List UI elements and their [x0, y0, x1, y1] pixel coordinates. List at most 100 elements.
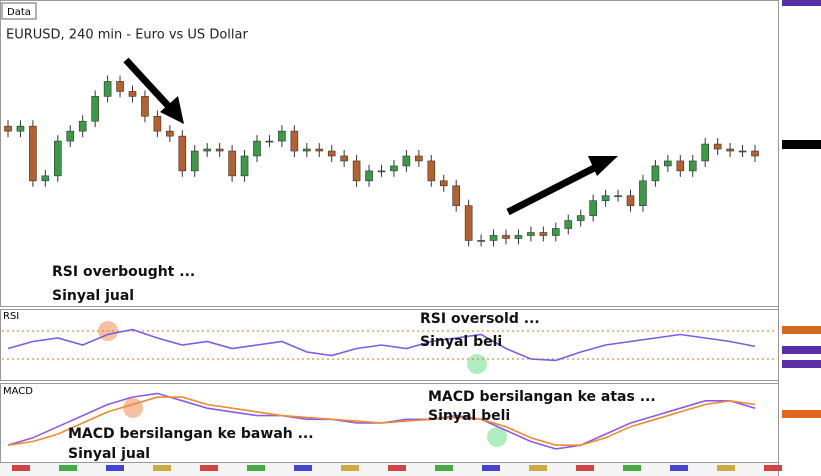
annotation: Sinyal jual	[52, 288, 134, 304]
time-marker	[576, 465, 594, 471]
candle-body	[78, 120, 87, 132]
candle-body	[701, 143, 710, 162]
candle-body	[141, 96, 149, 117]
candle-body	[41, 175, 50, 182]
annotation: RSI oversold ...	[420, 311, 540, 327]
candle-body	[464, 205, 473, 241]
candle-body	[166, 130, 174, 137]
candle-body	[514, 235, 523, 239]
annotation: MACD bersilangan ke bawah ...	[68, 426, 314, 442]
time-marker	[435, 465, 453, 471]
candle-body	[377, 170, 386, 173]
time-marker	[341, 465, 359, 471]
candle-body	[614, 195, 622, 198]
candle-body	[352, 160, 361, 182]
marks	[2, 75, 776, 450]
time-marker	[670, 465, 688, 471]
candle-body	[91, 96, 99, 122]
candle-body	[4, 125, 12, 132]
annotation: RSI overbought ...	[52, 264, 195, 280]
arrow-up	[506, 156, 618, 216]
candle-body	[502, 235, 510, 239]
candle-body	[576, 215, 585, 221]
highlight	[487, 427, 507, 447]
candle-body	[365, 170, 373, 182]
candle-body	[626, 195, 635, 206]
time-marker	[200, 465, 218, 471]
candle-body	[66, 130, 75, 142]
candle-body	[203, 148, 211, 152]
candle-body	[539, 232, 548, 236]
candle-body	[676, 160, 685, 172]
panel-label: Data	[7, 7, 31, 18]
candle-body	[452, 185, 461, 206]
candle-body	[427, 160, 436, 182]
candle-body	[713, 143, 722, 150]
axis-marker	[782, 0, 821, 6]
candle-body	[116, 81, 124, 92]
candle-body	[664, 160, 672, 167]
candle-body	[589, 200, 597, 216]
highlight	[123, 398, 143, 418]
candle-body	[489, 235, 498, 241]
candle-body	[190, 150, 199, 172]
candle-body	[53, 140, 62, 177]
candle-body	[178, 135, 187, 172]
time-marker	[623, 465, 641, 471]
candle-body	[265, 140, 274, 143]
candle-body	[153, 115, 162, 132]
time-marker	[717, 465, 735, 471]
candle-body	[639, 180, 647, 206]
time-marker	[482, 465, 500, 471]
series-line	[7, 328, 756, 362]
time-marker	[388, 465, 406, 471]
axis-marker	[782, 360, 821, 368]
panel-label: RSI	[3, 311, 19, 322]
candle-body	[726, 148, 734, 152]
annotation: Sinyal jual	[68, 446, 150, 462]
time-marker	[764, 465, 782, 471]
time-marker	[106, 465, 124, 471]
time-marker	[529, 465, 547, 471]
candle-body	[240, 155, 249, 177]
time-marker	[247, 465, 265, 471]
annotation: Sinyal beli	[428, 408, 510, 424]
annotation: Sinyal beli	[420, 334, 502, 350]
candle-body	[103, 81, 112, 97]
candle-body	[738, 150, 747, 153]
chart-title: EURUSD, 240 min - Euro vs US Dollar	[6, 28, 248, 43]
time-marker	[12, 465, 30, 471]
panel-label: MACD	[3, 386, 33, 397]
candle-body	[228, 150, 236, 177]
time-marker	[294, 465, 312, 471]
highlight	[467, 354, 487, 374]
candle-body	[439, 180, 448, 187]
candle-body	[16, 125, 25, 132]
candle-body	[688, 160, 697, 172]
candle-body	[128, 91, 137, 97]
time-marker	[153, 465, 171, 471]
candle-body	[477, 240, 485, 242]
candle-body	[551, 228, 560, 236]
candle-body	[415, 155, 423, 162]
time-marker	[59, 465, 77, 471]
axis-marker	[782, 326, 821, 334]
series-line	[7, 396, 756, 446]
candle-body	[327, 150, 336, 157]
candle-body	[290, 130, 299, 152]
candle-body	[315, 148, 324, 152]
label-box	[1, 2, 37, 20]
candle-body	[402, 155, 411, 167]
axis-marker	[782, 346, 821, 354]
candle-body	[29, 125, 37, 182]
annotation: MACD bersilangan ke atas ...	[428, 389, 656, 405]
candle-body	[564, 220, 573, 229]
candle-body	[601, 195, 610, 201]
candle-body	[302, 148, 311, 152]
candle-body	[390, 165, 398, 172]
candle-body	[527, 232, 535, 236]
candle-body	[651, 165, 660, 182]
candle-body	[215, 148, 224, 152]
